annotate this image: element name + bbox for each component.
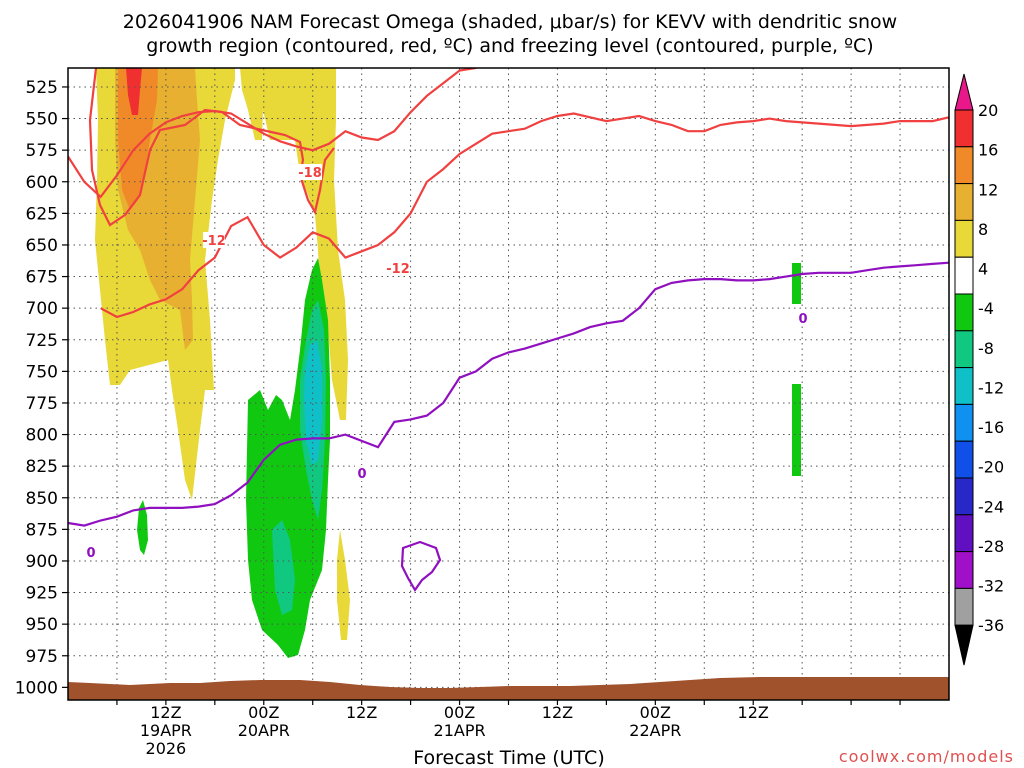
colorbar-swatch-12 [954, 514, 974, 553]
omega-16-region [126, 68, 142, 115]
y-tick-label-750: 750 [26, 362, 58, 382]
freezing-level-closed-contour [400, 540, 442, 593]
colorbar-swatch-10 [954, 440, 974, 479]
colorbar-label-6: -8 [978, 339, 994, 358]
y-tick-label-850: 850 [26, 489, 58, 509]
x-tick-label-0-2: 19APR [140, 721, 192, 740]
y-tick-label-600: 600 [26, 173, 58, 193]
contour-label-zero-c: 0 [798, 312, 807, 327]
y-tick-label-675: 675 [26, 268, 58, 288]
x-tick-label-5-1: 00Z [640, 703, 671, 722]
colorbar-label-1: 16 [978, 141, 998, 160]
y-tick-label-900: 900 [26, 552, 58, 572]
colorbar: 20 16 12 8 4 -4 -8 -12 -16 -20 -24 -28 -32 -36 [954, 73, 1004, 666]
contour-label-zero-b: 0 [357, 467, 366, 482]
x-tick-label-4-1: 12Z [542, 703, 573, 722]
colorbar-label-5: -4 [978, 299, 994, 318]
colorbar-swatch-8 [954, 367, 974, 405]
omega-minus12-core [304, 340, 322, 465]
x-tick-label-0-1: 12Z [150, 703, 181, 722]
credit-text: coolwx.com/models [839, 747, 1014, 766]
colorbar-label-11: -28 [978, 537, 1004, 556]
x-tick-label-1-2: 20APR [238, 721, 290, 740]
colorbar-swatch-5 [954, 256, 974, 295]
y-tick-label-1000: 1000 [15, 678, 58, 698]
colorbar-label-7: -12 [978, 378, 1004, 397]
x-tick-label-1-1: 00Z [248, 703, 279, 722]
y-tick-label-925: 925 [26, 584, 58, 604]
colorbar-label-0: 20 [978, 101, 998, 120]
colorbar-label-4: 4 [978, 260, 988, 279]
y-tick-label-625: 625 [26, 204, 58, 224]
colorbar-label-8: -16 [978, 418, 1004, 437]
x-tick-label-3-1: 00Z [444, 703, 475, 722]
contour-label-minus18: -18 [298, 166, 322, 181]
omega-12-region [118, 68, 158, 210]
y-tick-label-825: 825 [26, 457, 58, 477]
y-tick-label-975: 975 [26, 647, 58, 667]
chart-title-line1: 2026041906 NAM Forecast Omega (shaded, μ… [123, 11, 897, 33]
y-tick-label-575: 575 [26, 141, 58, 161]
dgz-minus12-contour-lower [100, 112, 949, 319]
freezing-level-contour [68, 261, 949, 527]
colorbar-swatch-9 [954, 403, 974, 442]
colorbar-swatch-3 [954, 183, 974, 221]
colorbar-swatch-1 [954, 109, 974, 148]
y-tick-label-950: 950 [26, 615, 58, 635]
omega-minus8-lower [272, 520, 295, 615]
omega-minus4-strip-top [792, 263, 801, 304]
terrain-ground [68, 677, 949, 700]
y-tick-label-775: 775 [26, 394, 58, 414]
colorbar-swatch-11 [954, 477, 974, 516]
colorbar-swatch-2 [954, 146, 974, 185]
colorbar-label-3: 8 [978, 220, 988, 239]
omega-4-region-mid [240, 68, 263, 140]
colorbar-label-13: -36 [978, 616, 1004, 635]
colorbar-swatch-7 [954, 330, 974, 369]
y-tick-label-525: 525 [26, 78, 58, 98]
colorbar-swatch-14 [954, 587, 974, 626]
y-tick-label-650: 650 [26, 236, 58, 256]
y-tick-label-875: 875 [26, 520, 58, 540]
colorbar-label-10: -24 [978, 497, 1004, 516]
x-axis-label: Forecast Time (UTC) [413, 747, 604, 768]
colorbar-swatch-13 [954, 551, 974, 589]
x-tick-label-6-1: 12Z [738, 703, 769, 722]
contour-labels: -18 -12 -12 0 0 0 [84, 164, 810, 561]
contour-label-minus12-a: -12 [202, 234, 226, 249]
colorbar-label-2: 12 [978, 180, 998, 199]
colorbar-label-9: -20 [978, 458, 1004, 477]
dgz-minus18-contour-upper [68, 68, 478, 199]
y-axis: 525 550 575 600 625 650 675 700 725 750 775 800 825 8… [15, 78, 68, 698]
x-tick-label-5-2: 22APR [629, 721, 681, 740]
colorbar-swatch-4 [954, 219, 974, 258]
x-tick-label-2-1: 12Z [346, 703, 377, 722]
omega-minus4-strip-bottom [792, 384, 801, 476]
colorbar-label-12: -32 [978, 577, 1004, 596]
contour-label-zero-a: 0 [86, 546, 95, 561]
y-tick-label-550: 550 [26, 110, 58, 130]
grid-lines [68, 68, 949, 700]
y-tick-label-700: 700 [26, 299, 58, 319]
colorbar-swatch-6 [954, 293, 974, 332]
x-tick-label-3-2: 21APR [434, 721, 486, 740]
omega-minus4-small-left [137, 500, 148, 555]
dgz-closed-contour-upper-left [88, 68, 335, 227]
omega-4-region-lower [337, 530, 350, 640]
y-tick-label-725: 725 [26, 331, 58, 351]
y-tick-label-800: 800 [26, 426, 58, 446]
colorbar-bottom-arrow [954, 624, 974, 666]
plot-area: -18 -12 -12 0 0 0 [68, 68, 949, 700]
contour-label-minus12-b: -12 [386, 262, 410, 277]
chart-title-line2: growth region (contoured, red, ºC) and f… [146, 35, 873, 57]
colorbar-top-arrow [954, 73, 974, 111]
x-tick-label-0-3: 2026 [146, 739, 187, 758]
